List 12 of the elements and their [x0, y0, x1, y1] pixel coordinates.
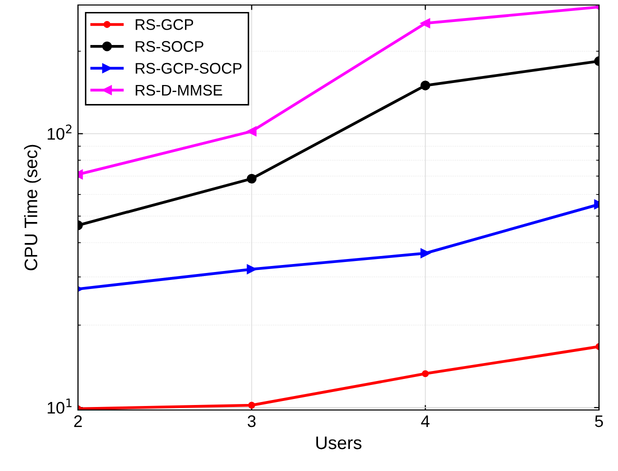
x-tick-label: 5 — [595, 415, 603, 428]
x-tick-label: 4 — [421, 415, 430, 427]
y-axis-title: CPU Time (sec) — [24, 144, 41, 270]
legend-label: RS-GCP — [136, 19, 194, 30]
legend-label: RS-GCP-SOCP — [136, 62, 242, 74]
y-tick-label: 10$^{1}$ — [48, 398, 72, 414]
legend-label: RS-D-MMSE — [136, 84, 222, 96]
y-tick-label: 10$^{2}$ — [48, 124, 72, 140]
x-tick-label: 3 — [248, 415, 256, 428]
legend-label: RS-SOCP — [136, 41, 204, 52]
x-axis-title: Users — [316, 436, 362, 450]
x-tick-label: 2 — [74, 415, 82, 427]
